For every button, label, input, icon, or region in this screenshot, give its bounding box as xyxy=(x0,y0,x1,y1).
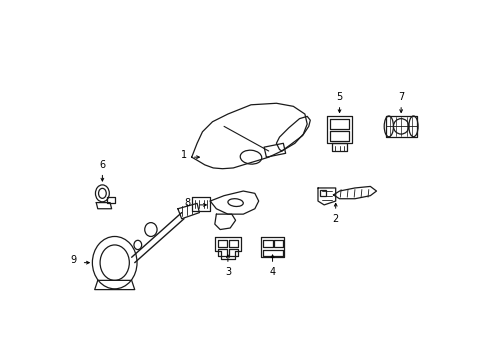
Text: 7: 7 xyxy=(397,92,404,102)
Text: 2: 2 xyxy=(332,214,338,224)
Text: 9: 9 xyxy=(70,255,76,265)
Text: 6: 6 xyxy=(99,160,105,170)
Text: 5: 5 xyxy=(336,92,342,102)
Text: 8: 8 xyxy=(183,198,190,208)
Bar xyxy=(320,190,326,197)
Text: 3: 3 xyxy=(224,267,230,277)
Text: 4: 4 xyxy=(269,267,275,277)
Text: 1: 1 xyxy=(181,150,187,160)
